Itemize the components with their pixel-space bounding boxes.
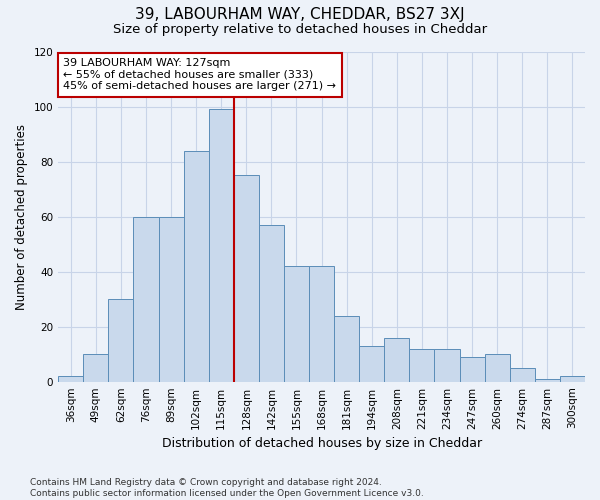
Bar: [83, 354, 109, 382]
Bar: [434, 348, 460, 382]
Text: 39, LABOURHAM WAY, CHEDDAR, BS27 3XJ: 39, LABOURHAM WAY, CHEDDAR, BS27 3XJ: [135, 8, 465, 22]
Bar: [359, 346, 385, 382]
Bar: [309, 266, 334, 382]
Bar: [133, 216, 158, 382]
Bar: [284, 266, 309, 382]
Text: 39 LABOURHAM WAY: 127sqm
← 55% of detached houses are smaller (333)
45% of semi-: 39 LABOURHAM WAY: 127sqm ← 55% of detach…: [64, 58, 337, 92]
Y-axis label: Number of detached properties: Number of detached properties: [15, 124, 28, 310]
Bar: [510, 368, 535, 382]
Bar: [209, 110, 234, 382]
Bar: [485, 354, 510, 382]
Bar: [385, 338, 409, 382]
X-axis label: Distribution of detached houses by size in Cheddar: Distribution of detached houses by size …: [161, 437, 482, 450]
Bar: [158, 216, 184, 382]
Bar: [409, 348, 434, 382]
Bar: [58, 376, 83, 382]
Bar: [560, 376, 585, 382]
Bar: [334, 316, 359, 382]
Bar: [535, 379, 560, 382]
Text: Contains HM Land Registry data © Crown copyright and database right 2024.
Contai: Contains HM Land Registry data © Crown c…: [30, 478, 424, 498]
Bar: [234, 176, 259, 382]
Bar: [184, 150, 209, 382]
Bar: [109, 299, 133, 382]
Bar: [460, 357, 485, 382]
Text: Size of property relative to detached houses in Cheddar: Size of property relative to detached ho…: [113, 22, 487, 36]
Bar: [259, 225, 284, 382]
